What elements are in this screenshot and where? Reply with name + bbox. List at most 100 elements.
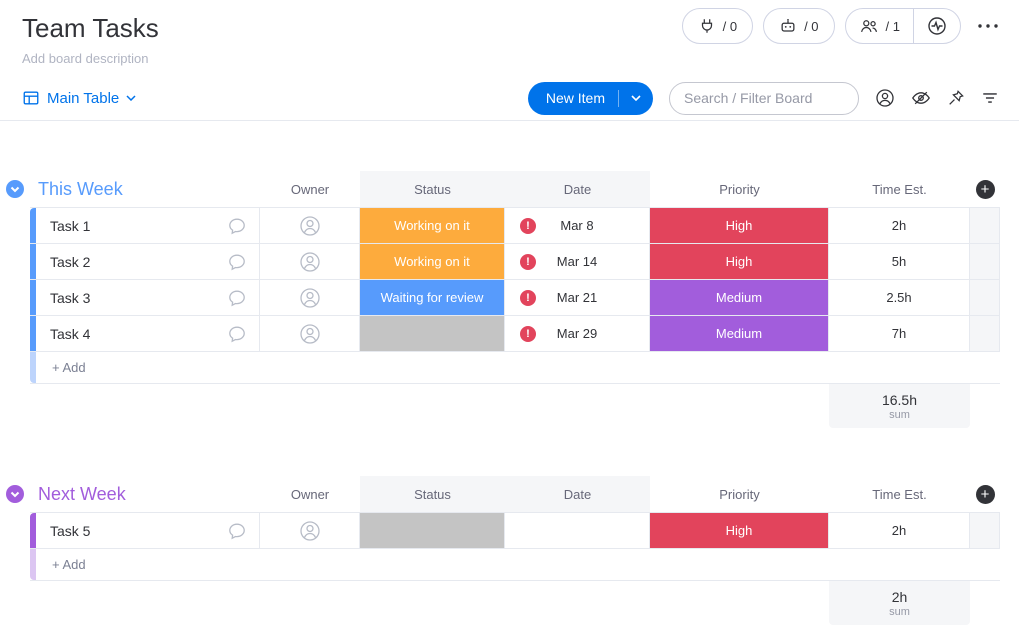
view-tab-main-table[interactable]: Main Table <box>22 89 136 107</box>
time-cell[interactable]: 5h <box>829 244 970 279</box>
hidden-columns-eye-icon[interactable] <box>911 88 931 108</box>
chat-bubble-icon[interactable] <box>227 288 247 308</box>
add-column-cell: + <box>970 476 1000 512</box>
status-cell[interactable] <box>360 316 505 351</box>
group-title[interactable]: This Week <box>38 178 123 199</box>
pin-icon[interactable] <box>947 89 965 107</box>
sum-row: 16.5h sum <box>30 384 1000 430</box>
members-count: / 1 <box>885 18 900 34</box>
members-button[interactable]: / 1 <box>846 9 913 43</box>
date-cell[interactable]: ! Mar 29 <box>505 316 650 351</box>
add-column-button[interactable]: + <box>975 484 995 504</box>
owner-avatar-icon <box>299 323 321 345</box>
priority-cell[interactable]: High <box>650 208 829 243</box>
column-header-priority[interactable]: Priority <box>719 486 760 502</box>
time-cell[interactable]: 2h <box>829 208 970 243</box>
board-header-actions: / 0 / 0 / 1 <box>681 8 1005 44</box>
time-label: 2h <box>891 218 907 233</box>
group-rows: Task 1 Working on it ! Mar 8 <box>30 207 1000 352</box>
chat-bubble-icon[interactable] <box>227 216 247 236</box>
table-row: Task 2 Working on it ! Mar 14 <box>30 244 1000 280</box>
add-item-row[interactable]: + Add <box>30 352 1000 384</box>
task-name: Task 5 <box>50 522 91 539</box>
status-cell[interactable]: Working on it <box>360 244 505 279</box>
more-options-button[interactable] <box>971 17 1005 35</box>
members-activity-group: / 1 <box>844 8 961 44</box>
integrations-button[interactable]: / 0 <box>681 8 754 44</box>
time-cell[interactable]: 7h <box>829 316 970 351</box>
date-cell[interactable]: ! Mar 21 <box>505 280 650 315</box>
chat-bubble-icon[interactable] <box>227 324 247 344</box>
collapse-group-icon[interactable] <box>6 180 24 198</box>
owner-cell[interactable] <box>260 244 360 279</box>
group-title-cell: Next Week <box>30 476 260 512</box>
column-header-date[interactable]: Date <box>505 171 650 207</box>
extra-cell <box>970 244 1000 279</box>
column-header-owner[interactable]: Owner <box>290 486 330 502</box>
column-header-priority[interactable]: Priority <box>719 181 760 197</box>
priority-cell[interactable]: Medium <box>650 280 829 315</box>
table-grid-icon <box>22 89 40 107</box>
task-name-cell[interactable]: Task 3 <box>30 280 260 315</box>
task-name-cell[interactable]: Task 1 <box>30 208 260 243</box>
date-label: Mar 29 <box>556 326 598 341</box>
time-label: 7h <box>891 326 907 341</box>
priority-cell[interactable]: Medium <box>650 316 829 351</box>
priority-cell[interactable]: High <box>650 513 829 548</box>
add-column-cell: + <box>970 171 1000 207</box>
task-name-cell[interactable]: Task 5 <box>30 513 260 548</box>
add-column-button[interactable]: + <box>975 179 995 199</box>
new-item-label: New Item <box>545 90 605 106</box>
task-name-cell[interactable]: Task 4 <box>30 316 260 351</box>
status-cell[interactable] <box>360 513 505 548</box>
filter-sort-icon[interactable] <box>981 89 999 107</box>
table-row: Task 1 Working on it ! Mar 8 <box>30 208 1000 244</box>
board-description[interactable]: Add board description <box>22 51 149 66</box>
board-content: This Week Owner Status Date Priority Tim… <box>0 121 1019 627</box>
task-name-cell[interactable]: Task 2 <box>30 244 260 279</box>
column-header-status[interactable]: Status <box>360 476 505 512</box>
column-header-time[interactable]: Time Est. <box>872 181 927 197</box>
automations-button[interactable]: / 0 <box>763 8 835 44</box>
board-title[interactable]: Team Tasks <box>22 13 159 43</box>
add-item-row[interactable]: + Add <box>30 549 1000 581</box>
column-header-owner[interactable]: Owner <box>290 181 330 197</box>
time-cell[interactable]: 2h <box>829 513 970 548</box>
collapse-group-icon[interactable] <box>6 485 24 503</box>
status-cell[interactable]: Waiting for review <box>360 280 505 315</box>
new-item-button[interactable]: New Item <box>527 81 653 115</box>
owner-cell[interactable] <box>260 280 360 315</box>
search-box[interactable] <box>669 81 859 115</box>
column-header-time[interactable]: Time Est. <box>872 486 927 502</box>
owner-cell[interactable] <box>260 316 360 351</box>
priority-cell[interactable]: High <box>650 244 829 279</box>
time-label: 2.5h <box>886 290 912 305</box>
board-toolbar: Main Table New Item <box>0 78 1019 118</box>
date-cell[interactable]: ! Mar 14 <box>505 244 650 279</box>
column-header-status[interactable]: Status <box>360 171 505 207</box>
search-input[interactable] <box>684 90 844 106</box>
add-item-label: + Add <box>52 360 86 375</box>
time-cell[interactable]: 2.5h <box>829 280 970 315</box>
chevron-down-icon <box>126 95 136 101</box>
group-title[interactable]: Next Week <box>38 483 126 504</box>
owner-cell[interactable] <box>260 208 360 243</box>
activity-button[interactable] <box>913 9 960 43</box>
date-cell[interactable]: ! Mar 8 <box>505 208 650 243</box>
sum-row: 2h sum <box>30 581 1000 627</box>
date-alert-icon: ! <box>520 217 536 234</box>
date-cell[interactable] <box>505 513 650 548</box>
owner-cell[interactable] <box>260 513 360 548</box>
person-filter-icon[interactable] <box>875 88 895 108</box>
chat-bubble-icon[interactable] <box>227 252 247 272</box>
column-header-date[interactable]: Date <box>505 476 650 512</box>
status-cell[interactable]: Working on it <box>360 208 505 243</box>
table-row: Task 5 High <box>30 513 1000 549</box>
table-row: Task 4 ! Mar 29 M <box>30 316 1000 352</box>
status-label: Waiting for review <box>380 290 484 305</box>
date-label: Mar 8 <box>560 218 594 233</box>
chevron-down-icon[interactable] <box>619 95 653 101</box>
integrations-count: / 0 <box>722 18 738 34</box>
chat-bubble-icon[interactable] <box>227 521 247 541</box>
